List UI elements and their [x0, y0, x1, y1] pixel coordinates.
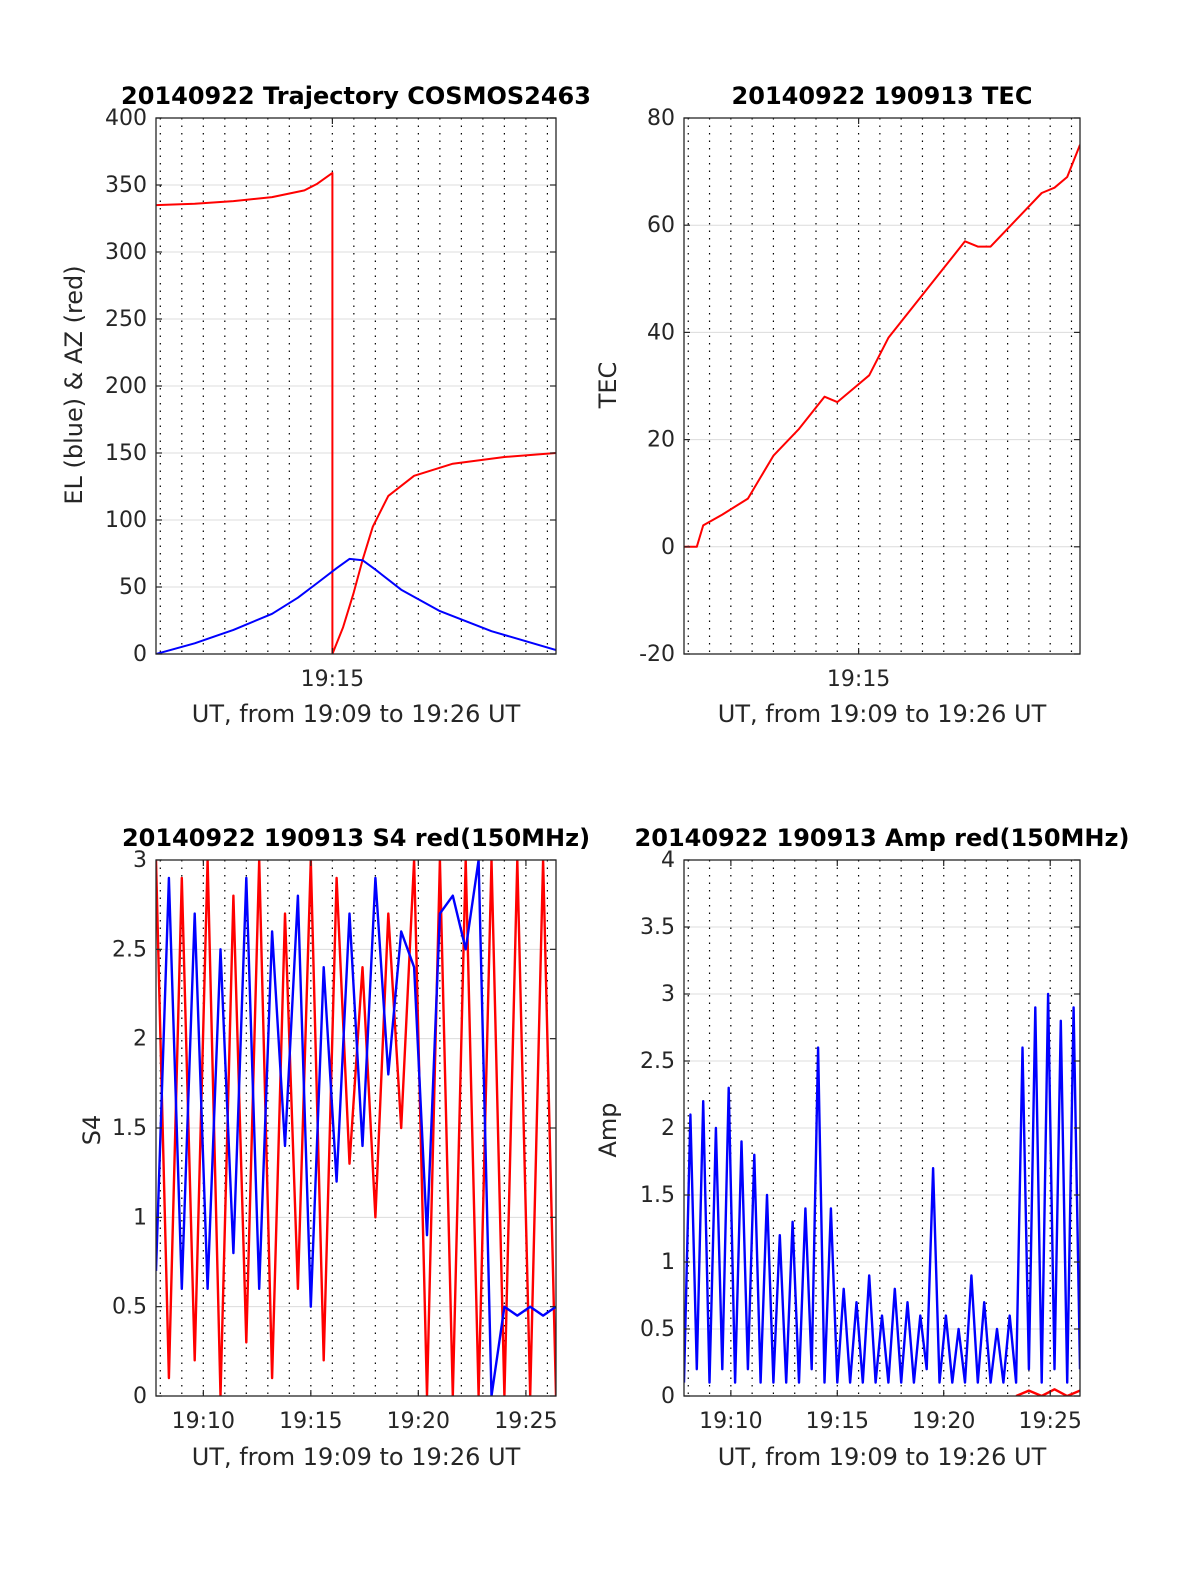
- s4-xtick-label: 19:20: [387, 1409, 450, 1434]
- amp-ytick-label: 3: [661, 982, 675, 1007]
- s4-panel: 20140922 190913 S4 red(150MHz) UT, from …: [78, 824, 590, 1471]
- amp-series-1: [1015, 1388, 1080, 1396]
- amp-xtick-label: 19:25: [1019, 1409, 1082, 1434]
- tec-ytick-label: 20: [647, 428, 675, 453]
- trajectory-ytick-label: 350: [105, 173, 147, 198]
- s4-ytick-label: 0.5: [112, 1295, 147, 1320]
- trajectory-series-1: [156, 557, 556, 654]
- trajectory-ytick-label: 400: [105, 106, 147, 131]
- s4-xtick-label: 19:25: [494, 1409, 557, 1434]
- tec-xlabel: UT, from 19:09 to 19:26 UT: [718, 700, 1047, 728]
- tec-ylabel: TEC: [594, 362, 622, 410]
- amp-series-0: [684, 992, 1080, 1384]
- s4-ytick-label: 3: [133, 848, 147, 873]
- trajectory-ytick-label: 0: [133, 642, 147, 667]
- s4-ytick-label: 1.5: [112, 1116, 147, 1141]
- amp-ylabel: Amp: [594, 1102, 622, 1157]
- amp-ytick-label: 1.5: [640, 1183, 675, 1208]
- amp-ytick-label: 1: [661, 1250, 675, 1275]
- tec-xtick-label: 19:15: [827, 667, 890, 692]
- s4-xtick-label: 19:15: [279, 1409, 342, 1434]
- s4-ylabel: S4: [78, 1115, 106, 1146]
- amp-ytick-label: 4: [661, 848, 675, 873]
- amp-xtick-label: 19:10: [699, 1409, 762, 1434]
- amp-ytick-label: 0.5: [640, 1317, 675, 1342]
- trajectory-ytick-label: 250: [105, 307, 147, 332]
- s4-xlabel: UT, from 19:09 to 19:26 UT: [192, 1443, 521, 1471]
- tec-series-0: [684, 144, 1080, 548]
- trajectory-ytick-label: 150: [105, 441, 147, 466]
- s4-ytick-label: 2: [133, 1027, 147, 1052]
- s4-series-0: [156, 860, 556, 1396]
- trajectory-ytick-label: 300: [105, 240, 147, 265]
- amp-title: 20140922 190913 Amp red(150MHz): [635, 824, 1130, 852]
- amp-xlabel: UT, from 19:09 to 19:26 UT: [718, 1443, 1047, 1471]
- amp-ytick-label: 2.5: [640, 1049, 675, 1074]
- trajectory-xtick-label: 19:15: [301, 667, 364, 692]
- trajectory-ylabel: EL (blue) & AZ (red): [60, 265, 88, 504]
- tec-panel: 20140922 190913 TEC UT, from 19:09 to 19…: [594, 82, 1081, 728]
- s4-xtick-label: 19:10: [172, 1409, 235, 1434]
- amp-panel: 20140922 190913 Amp red(150MHz) UT, from…: [594, 824, 1129, 1471]
- s4-ytick-label: 1: [133, 1205, 147, 1230]
- tec-title: 20140922 190913 TEC: [732, 82, 1033, 110]
- trajectory-ytick-label: 50: [119, 575, 147, 600]
- trajectory-panel: 20140922 Trajectory COSMOS2463 UT, from …: [60, 82, 591, 728]
- tec-ytick-label: 0: [661, 535, 675, 560]
- tec-ytick-label: 80: [647, 106, 675, 131]
- trajectory-title: 20140922 Trajectory COSMOS2463: [121, 82, 591, 110]
- s4-ytick-label: 2.5: [112, 937, 147, 962]
- amp-xtick-label: 19:15: [806, 1409, 869, 1434]
- amp-ytick-label: 3.5: [640, 915, 675, 940]
- amp-xtick-label: 19:20: [912, 1409, 975, 1434]
- trajectory-series-0: [156, 171, 556, 654]
- s4-ytick-label: 0: [133, 1384, 147, 1409]
- tec-ytick-label: -20: [639, 642, 675, 667]
- trajectory-ytick-label: 200: [105, 374, 147, 399]
- tec-ytick-label: 40: [647, 320, 675, 345]
- trajectory-ytick-label: 100: [105, 508, 147, 533]
- amp-ytick-label: 0: [661, 1384, 675, 1409]
- s4-title: 20140922 190913 S4 red(150MHz): [122, 824, 590, 852]
- trajectory-xlabel: UT, from 19:09 to 19:26 UT: [192, 700, 521, 728]
- amp-ytick-label: 2: [661, 1116, 675, 1141]
- s4-series-1: [156, 860, 556, 1396]
- tec-ytick-label: 60: [647, 213, 675, 238]
- tec-axes-box: [683, 117, 1081, 655]
